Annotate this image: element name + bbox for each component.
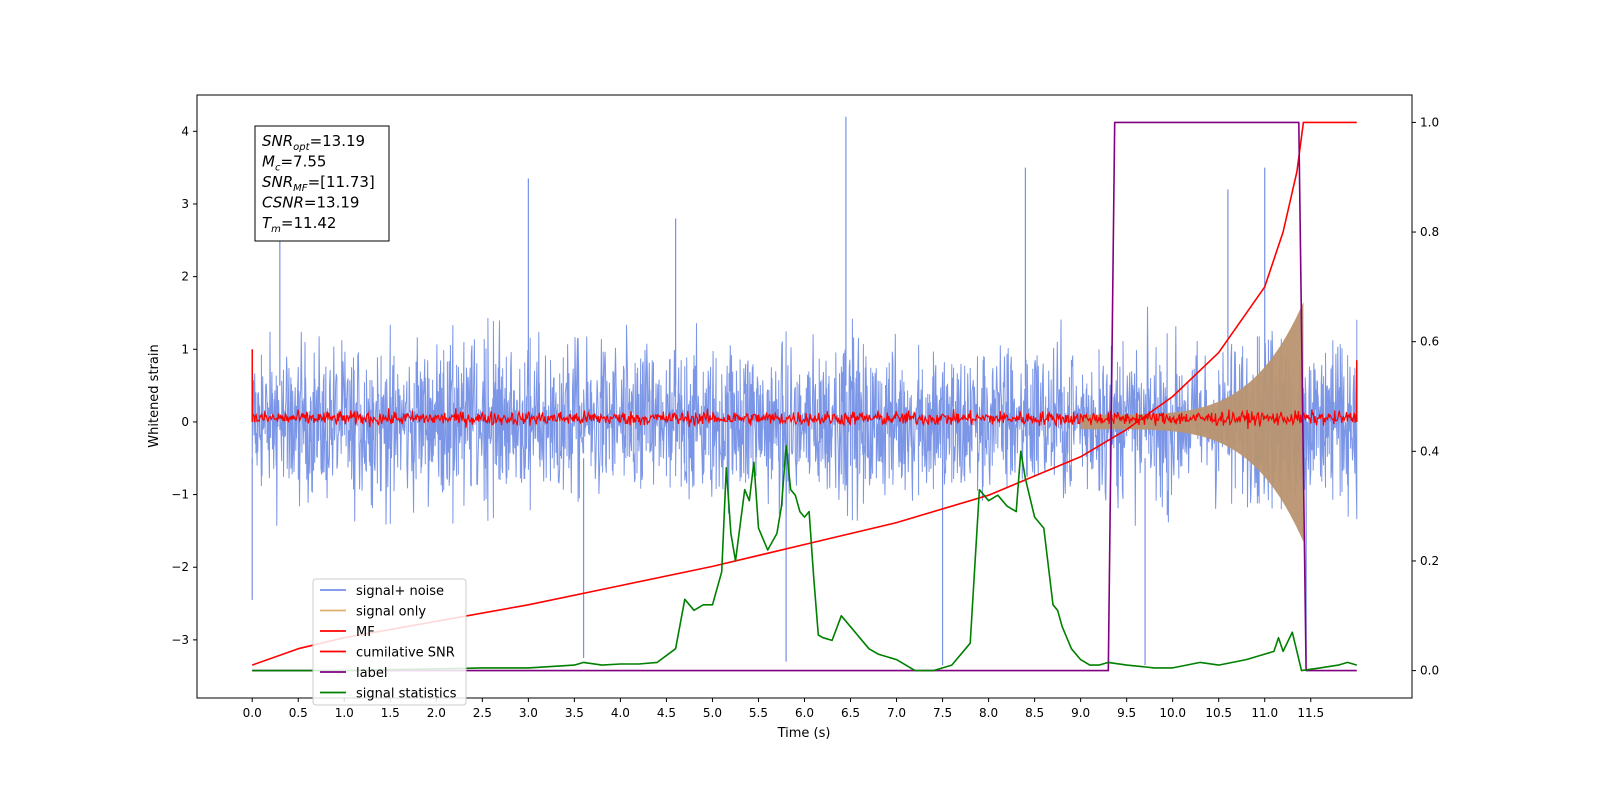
x-tick-label: 6.0: [795, 706, 814, 720]
series-line-label: [252, 121, 1357, 672]
x-tick-label: 7.5: [933, 706, 952, 720]
legend-label: signal statistics: [356, 687, 457, 702]
x-tick-label: 11.5: [1297, 706, 1324, 720]
stats-line: CSNR=13.19: [262, 194, 359, 212]
x-tick-label: 2.5: [473, 706, 492, 720]
series-line-signal-only: [1080, 302, 1304, 542]
x-axis-label: Time (s): [777, 726, 831, 741]
x-tick-label: 5.5: [749, 706, 768, 720]
x-tick-label: 10.5: [1205, 706, 1232, 720]
legend-label: signal+ noise: [356, 584, 444, 599]
x-tick-label: 3.5: [565, 706, 584, 720]
legend: signal+ noise signal only MF cumilative SNR…: [312, 578, 467, 706]
x-tick-label: 7.0: [887, 706, 906, 720]
stats-annotation-box: SNRopt=13.19Mc=7.55SNRMF=[11.73]CSNR=13.…: [254, 125, 390, 242]
x-tick-label: 3.0: [519, 706, 538, 720]
x-axis: 0.0 0.5 1.0 1.5 2.0 2.5 3.0 3.5 4.0 4.5 5.0 5.5 6.0 6…: [243, 698, 1324, 720]
series-line-signal-statistics: [252, 444, 1358, 672]
legend-label: cumilative SNR: [356, 646, 455, 661]
y2-tick-label: 0.2: [1420, 554, 1439, 568]
y-axis-left: −3 −2 −1 0 1 2 3 4: [171, 124, 197, 647]
x-tick-label: 0.0: [243, 706, 262, 720]
legend-frame: [312, 578, 467, 706]
y-tick-label: 3: [181, 197, 189, 211]
series-layer: [251, 116, 1358, 672]
y-axis-label: Whitened strain: [147, 344, 162, 447]
x-tick-label: 8.0: [979, 706, 998, 720]
legend-item-signal-statistics: signal statistics: [320, 687, 457, 702]
series-line-mf: [251, 408, 1358, 430]
y-tick-label: −3: [171, 633, 189, 647]
stats-line: SNRMF=[11.73]: [262, 173, 375, 194]
x-tick-label: 5.0: [703, 706, 722, 720]
legend-label: MF: [356, 625, 375, 640]
legend-item-label: label: [320, 666, 387, 681]
x-tick-label: 9.5: [1117, 706, 1136, 720]
y-axis-right: 0.0 0.2 0.4 0.6 0.8 1.0: [1412, 115, 1439, 678]
y-tick-label: 0: [181, 415, 189, 429]
y-tick-label: −1: [171, 488, 189, 502]
legend-label: signal only: [356, 605, 426, 620]
x-tick-label: 11.0: [1251, 706, 1278, 720]
y2-tick-label: 1.0: [1420, 115, 1439, 129]
legend-item-cumilative-snr: cumilative SNR: [320, 646, 455, 661]
y-tick-label: −2: [171, 560, 189, 574]
legend-item-signal-noise: signal+ noise: [320, 584, 444, 599]
stats-line: Mc=7.55: [262, 153, 326, 174]
y2-tick-label: 0.8: [1420, 225, 1439, 239]
stats-line: SNRopt=13.19: [262, 132, 365, 153]
x-tick-label: 1.0: [335, 706, 354, 720]
x-tick-label: 10.0: [1159, 706, 1186, 720]
plot-area: [251, 116, 1358, 672]
x-tick-label: 1.5: [381, 706, 400, 720]
y-tick-label: 2: [181, 270, 189, 284]
legend-item-mf: MF: [320, 625, 375, 640]
x-tick-label: 4.0: [611, 706, 630, 720]
y-tick-label: 1: [181, 342, 189, 356]
x-tick-label: 4.5: [657, 706, 676, 720]
y-tick-label: 4: [181, 124, 189, 138]
x-tick-label: 9.0: [1071, 706, 1090, 720]
x-tick-label: 0.5: [289, 706, 308, 720]
x-tick-label: 2.0: [427, 706, 446, 720]
x-tick-label: 8.5: [1025, 706, 1044, 720]
stats-box-frame: [254, 125, 390, 242]
stats-line: Tm=11.42: [262, 214, 336, 235]
legend-item-signal-only: signal only: [320, 605, 426, 620]
y2-tick-label: 0.0: [1420, 664, 1439, 678]
legend-label: label: [356, 666, 387, 681]
y2-tick-label: 0.4: [1420, 444, 1439, 458]
y2-tick-label: 0.6: [1420, 335, 1439, 349]
x-tick-label: 6.5: [841, 706, 860, 720]
